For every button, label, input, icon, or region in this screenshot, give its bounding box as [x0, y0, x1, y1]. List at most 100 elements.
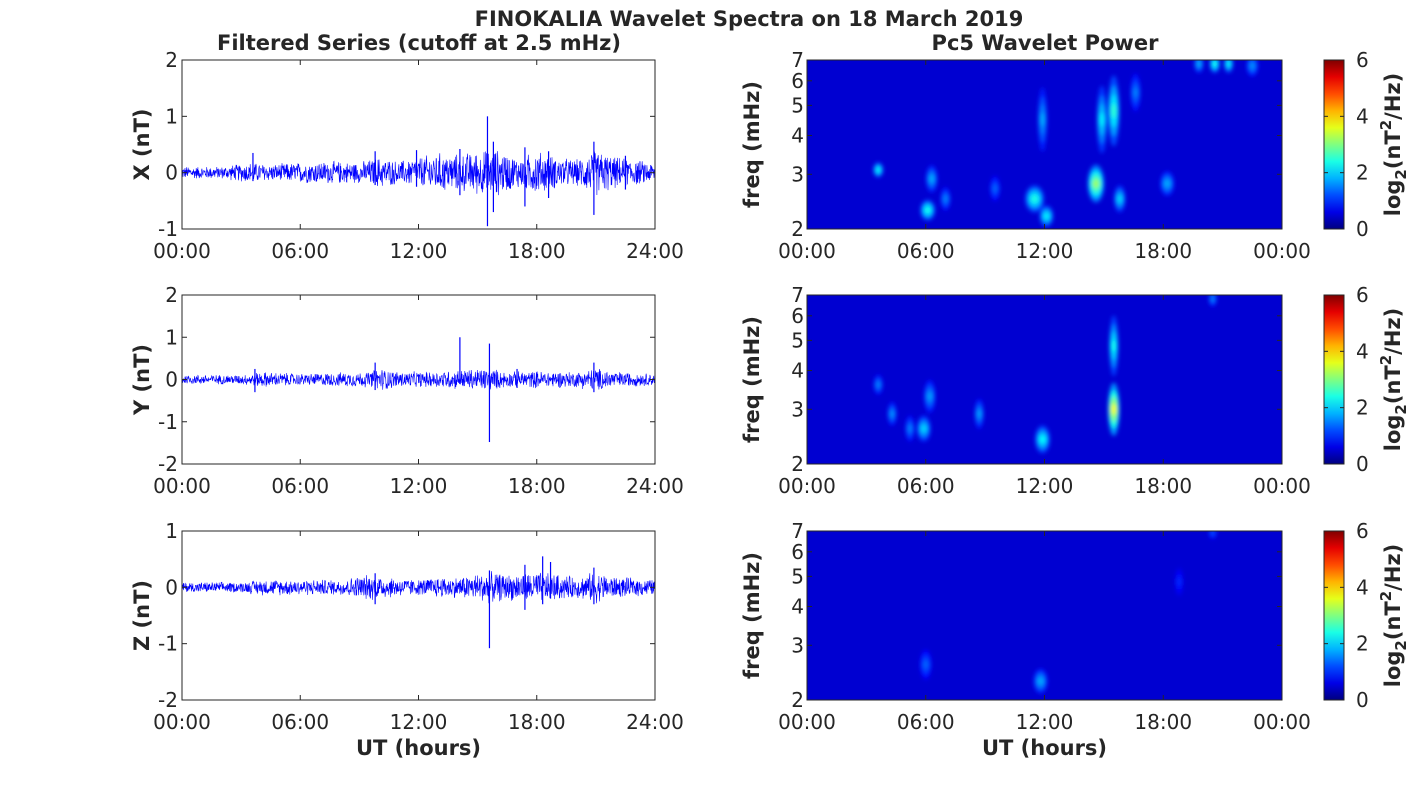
colorbar-tick-label: 0 [1356, 217, 1369, 241]
power-blob [942, 195, 949, 203]
y-tick-label: 5 [791, 328, 804, 352]
colorbar-tick-label: 4 [1356, 575, 1369, 599]
y-axis-label: freq (mHz) [740, 81, 764, 208]
colorbar-frame [1323, 59, 1345, 230]
y-tick-label: -1 [158, 410, 178, 434]
y-tick-label: 7 [791, 283, 804, 307]
y-tick-label: -2 [158, 688, 178, 712]
spectrogram-panel-y: 2 3 4 567 00:00 06:00 12:00 18:00 00:00 freq (mHz… [740, 283, 1311, 498]
x-tick-label: 00:00 [153, 474, 211, 498]
power-blob [1040, 113, 1045, 127]
power-blob [875, 381, 881, 388]
x-tick-label: 00:00 [778, 239, 836, 263]
y-tick-label: 6 [791, 540, 804, 564]
y-tick-label: 2 [165, 48, 178, 72]
right-column-title: Pc5 Wavelet Power [932, 31, 1160, 55]
x-tick-label: 18:00 [1134, 239, 1192, 263]
power-blob [1111, 103, 1117, 118]
colorbar-tick-label: 4 [1356, 339, 1369, 363]
colorbar-tick-label: 6 [1356, 283, 1369, 307]
y-axis-label: freq (mHz) [740, 316, 764, 443]
signal-trace-x [181, 151, 656, 196]
x-tick-label: 12:00 [1016, 710, 1074, 734]
y-tick-label: 4 [791, 123, 804, 147]
power-blob [1037, 677, 1044, 685]
power-blob [1111, 403, 1117, 415]
power-blob [1043, 212, 1050, 220]
power-blob [976, 410, 982, 418]
y-tick-label: 2 [165, 283, 178, 307]
x-tick-label: 00:00 [1253, 239, 1311, 263]
y-tick-label: 6 [791, 304, 804, 328]
colorbar-z: 0 2 4 6 log2(nT2/Hz) [1323, 519, 1410, 712]
x-axis-label: UT (hours) [356, 736, 481, 760]
x-axis-label: UT (hours) [982, 736, 1107, 760]
power-blob [992, 185, 998, 193]
power-blob [875, 167, 881, 173]
colorbar-x: 0 2 4 6 log2(nT2/Hz) [1323, 48, 1410, 241]
colorbar-gradient [1324, 531, 1344, 700]
colorbar-gradient [1324, 60, 1344, 229]
y-tick-label: 3 [791, 397, 804, 421]
y-tick-label: -2 [158, 452, 178, 476]
x-tick-label: 06:00 [897, 474, 955, 498]
colorbar-tick-label: 6 [1356, 519, 1369, 543]
x-tick-label: 00:00 [1253, 474, 1311, 498]
colorbar-frame [1323, 530, 1345, 701]
x-tick-label: 06:00 [271, 474, 329, 498]
x-tick-label: 24:00 [626, 474, 684, 498]
y-tick-label: -1 [158, 632, 178, 656]
figure-title: FINOKALIA Wavelet Spectra on 18 March 20… [475, 7, 1024, 31]
x-tick-label: 18:00 [508, 474, 566, 498]
colorbar-y: 0 2 4 6 log2(nT2/Hz) [1323, 283, 1410, 476]
power-blob [1226, 60, 1232, 67]
power-blob [1164, 180, 1171, 188]
colorbar-tick-label: 2 [1356, 396, 1369, 420]
power-blob [1210, 296, 1216, 302]
power-blob [1031, 195, 1039, 203]
x-tick-label: 24:00 [626, 239, 684, 263]
x-tick-label: 06:00 [271, 710, 329, 734]
y-tick-label: 1 [165, 519, 178, 543]
power-blob [1111, 339, 1117, 353]
y-axis-label: Y (nT) [130, 344, 154, 416]
y-axis-label: X (nT) [130, 109, 154, 181]
power-blob [1212, 60, 1218, 67]
signal-trace-y [181, 368, 656, 390]
spectrogram-panel-z: 2 3 4 567 00:00 06:00 12:00 18:00 00:00 freq (mHz… [740, 519, 1311, 760]
power-blob [1210, 531, 1216, 536]
colorbar-label: log2(nT2/Hz) [1377, 73, 1410, 217]
power-blob [1116, 195, 1123, 203]
power-blob [1196, 60, 1202, 67]
power-blob [1099, 112, 1105, 127]
colorbar-tick-label: 4 [1356, 104, 1369, 128]
x-tick-label: 18:00 [1134, 710, 1192, 734]
x-tick-label: 12:00 [390, 239, 448, 263]
y-tick-label: 2 [791, 452, 804, 476]
colorbar-label: log2(nT2/Hz) [1377, 544, 1410, 688]
timeseries-panel-z: -2 -1 0 1 00:00 06:00 12:00 18:00 24:00 Z (nT) UT … [130, 519, 684, 760]
power-blob [1092, 179, 1100, 188]
x-tick-label: 24:00 [626, 710, 684, 734]
y-tick-label: 0 [165, 575, 178, 599]
y-tick-label: 4 [791, 358, 804, 382]
x-tick-label: 00:00 [1253, 710, 1311, 734]
x-tick-label: 06:00 [897, 710, 955, 734]
y-tick-label: 6 [791, 69, 804, 93]
x-tick-label: 12:00 [1016, 474, 1074, 498]
x-tick-label: 06:00 [897, 239, 955, 263]
power-blob [920, 425, 927, 433]
plot-area [182, 531, 655, 700]
y-tick-label: 1 [165, 325, 178, 349]
y-tick-label: 4 [791, 594, 804, 618]
x-tick-label: 00:00 [778, 710, 836, 734]
colorbar-gradient [1324, 295, 1344, 464]
y-tick-label: 2 [791, 217, 804, 241]
y-tick-label: -1 [158, 217, 178, 241]
x-tick-label: 12:00 [1016, 239, 1074, 263]
x-tick-label: 12:00 [390, 710, 448, 734]
x-tick-label: 00:00 [153, 710, 211, 734]
y-axis-label: Z (nT) [130, 580, 154, 651]
colorbar-tick-label: 6 [1356, 48, 1369, 72]
